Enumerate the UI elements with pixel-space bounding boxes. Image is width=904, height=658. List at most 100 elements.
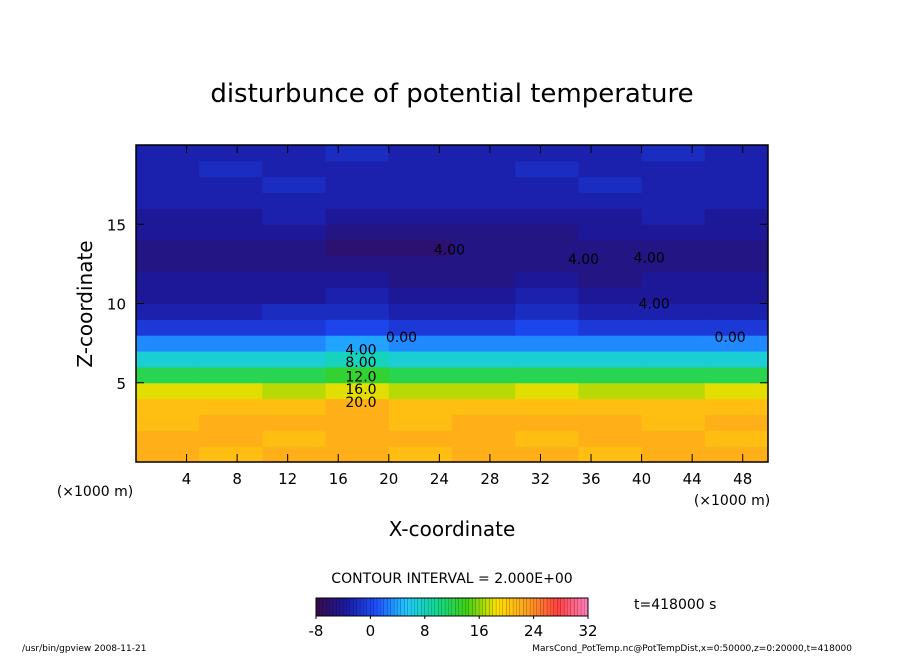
heat-cell [199, 224, 263, 241]
heat-cell [262, 287, 327, 304]
colorbar-swatch [397, 598, 402, 616]
heat-cell [452, 208, 516, 225]
colorbar-swatch [452, 598, 456, 616]
time-label: t=418000 s [634, 597, 716, 613]
heat-cell [452, 224, 516, 241]
heat-cell [325, 335, 390, 352]
colorbar-swatch [336, 598, 341, 616]
colorbar-swatch [339, 598, 344, 616]
heat-cell [199, 160, 263, 178]
colorbar-swatch [356, 598, 361, 616]
footer-left: /usr/bin/gpview 2008-11-21 [22, 644, 146, 654]
heat-cell [515, 366, 579, 384]
footer-right: MarsCond_PotTemp.nc@PotTempDist,x=0:5000… [532, 644, 852, 654]
colorbar-swatch [574, 598, 579, 616]
heat-cell [641, 414, 706, 431]
colorbar-swatch [523, 598, 528, 616]
heat-cell [388, 224, 453, 241]
heat-cell [452, 398, 516, 415]
heat-cell [136, 145, 200, 162]
heat-cell [199, 255, 263, 273]
heat-cell [515, 176, 579, 194]
heat-cell [325, 240, 390, 257]
heat-cell [136, 351, 200, 368]
contour-label: 20.0 [345, 395, 376, 411]
heat-cell [262, 446, 327, 463]
colorbar-swatch [554, 598, 558, 616]
x-tick-label: 12 [278, 470, 297, 488]
heat-cell [515, 208, 579, 225]
heat-cell [452, 145, 516, 162]
colorbar-swatch [326, 598, 330, 616]
heat-cell [704, 414, 769, 431]
colorbar-swatch [363, 598, 368, 616]
heat-cell [578, 287, 643, 304]
y-axis-label: Z-coordinate [73, 240, 97, 367]
colorbar-tick-label: 8 [420, 622, 430, 640]
heat-cell [199, 366, 263, 384]
colorbar-swatch [367, 598, 371, 616]
heat-cell [452, 287, 516, 304]
heat-cell [578, 160, 643, 178]
heat-cell [262, 176, 327, 194]
colorbar-swatch [387, 598, 392, 616]
heat-cell [515, 255, 579, 273]
heat-cell [704, 255, 769, 273]
colorbar-swatch [455, 598, 460, 616]
heat-cell [325, 176, 390, 194]
heat-cell [325, 366, 390, 384]
colorbar-swatch [520, 598, 524, 616]
heat-cell [388, 366, 453, 384]
colorbar-swatch [486, 598, 490, 616]
colorbar-tick-label: -8 [309, 622, 324, 640]
heat-cell [515, 192, 579, 209]
heat-cell [262, 240, 327, 257]
heat-cell [325, 224, 390, 241]
colorbar-swatch [411, 598, 415, 616]
chart-title: disturbunce of potential temperature [210, 79, 693, 109]
colorbar-swatch [526, 598, 531, 616]
heat-cell [641, 224, 706, 241]
heat-cell [578, 366, 643, 384]
heat-cell [136, 224, 200, 241]
x-tick-label: 44 [683, 470, 702, 488]
heat-cell [452, 160, 516, 178]
contour-label: 4.00 [568, 252, 599, 268]
heat-cell [641, 335, 706, 352]
heat-cell [704, 208, 769, 225]
colorbar-swatch [384, 598, 388, 616]
heat-cell [388, 240, 453, 257]
heat-cell [199, 414, 263, 431]
heat-cell [704, 335, 769, 352]
heat-cell [325, 192, 390, 209]
heat-cell [641, 382, 706, 400]
colorbar-swatch [540, 598, 545, 616]
heat-cell [388, 145, 453, 162]
colorbar-swatch [509, 598, 514, 616]
heat-cell [262, 208, 327, 225]
heat-cell [325, 287, 390, 304]
heat-cell [704, 240, 769, 257]
colorbar-tick-label: 24 [524, 622, 543, 640]
heat-cell [578, 414, 643, 431]
colorbar-swatch [496, 598, 500, 616]
colorbar-swatch [550, 598, 555, 616]
heat-cell [262, 430, 327, 447]
colorbar-swatch [441, 598, 446, 616]
contour-label: 4.00 [639, 297, 670, 313]
heat-cell [136, 382, 200, 400]
heat-cell [452, 366, 516, 384]
heat-cell [199, 446, 263, 463]
colorbar-swatch [445, 598, 449, 616]
heat-cell [515, 224, 579, 241]
heat-cell [199, 398, 263, 415]
contour-label: 4.00 [634, 251, 665, 267]
contour-label: 0.00 [714, 330, 745, 346]
heat-cell [262, 414, 327, 431]
heat-cell [136, 176, 200, 194]
colorbar-swatch [424, 598, 429, 616]
heat-cell [515, 160, 579, 178]
colorbar-swatch [472, 598, 477, 616]
heat-cell [325, 303, 390, 320]
contour-label: 8.00 [345, 355, 376, 371]
